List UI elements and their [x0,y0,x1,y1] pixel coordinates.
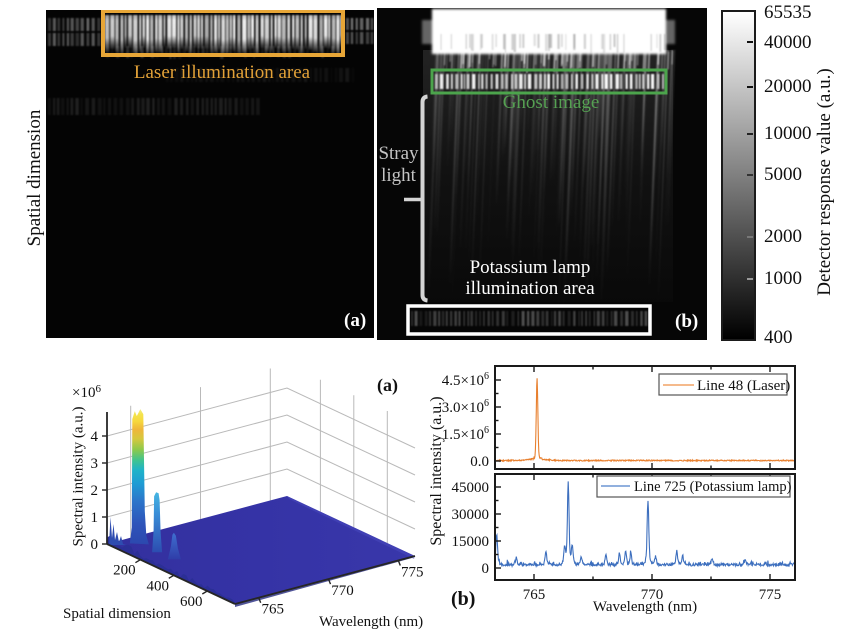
svg-text:770: 770 [331,583,354,599]
svg-text:775: 775 [759,587,782,603]
svg-text:30000: 30000 [452,507,490,523]
svg-text:400: 400 [147,578,170,594]
svg-text:45000: 45000 [452,480,490,496]
svg-text:1.5×106: 1.5×106 [442,425,489,443]
svg-text:Line 48 (Laser): Line 48 (Laser) [697,378,790,394]
svg-text:775: 775 [401,565,424,581]
svg-text:4: 4 [91,429,99,445]
svg-text:2: 2 [91,483,99,499]
svg-text:600: 600 [180,594,203,610]
svg-text:15000: 15000 [452,534,490,550]
svg-text:200: 200 [113,563,136,579]
svg-text:3: 3 [91,456,99,472]
svg-text:Wavelength (nm): Wavelength (nm) [593,599,697,615]
svg-text:4.5×106: 4.5×106 [442,371,489,389]
svg-text:0: 0 [482,561,490,577]
svg-text:Line 725 (Potassium lamp): Line 725 (Potassium lamp) [634,479,792,495]
svg-text:0: 0 [91,537,99,553]
svg-text:765: 765 [261,602,284,618]
svg-text:765: 765 [523,587,546,603]
svg-text:3.0×106: 3.0×106 [442,398,489,416]
svg-text:0.0: 0.0 [470,454,489,470]
svg-text:1: 1 [91,510,99,526]
svg-text:770: 770 [641,587,664,603]
